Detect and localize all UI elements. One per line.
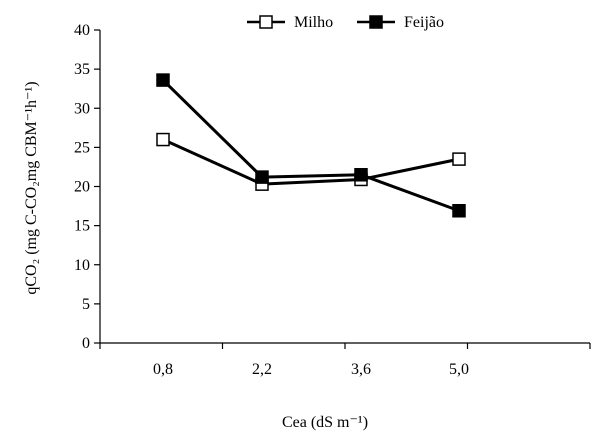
data-point-marker: [452, 204, 466, 218]
y-axis: 0 5 10 15 20 25 30 35 40: [74, 22, 101, 352]
legend: Milho Feijão: [247, 14, 444, 31]
data-point-marker: [255, 170, 269, 184]
x-axis-title: Cea (dS m⁻¹): [282, 414, 368, 431]
x-tick-label: 2,2: [252, 361, 272, 378]
legend-label-feijao: Feijão: [404, 14, 444, 31]
y-tick-label: 40: [74, 22, 90, 39]
y-tick-label: 30: [74, 100, 90, 117]
series-line: [162, 138, 460, 186]
y-tick-label: 20: [74, 179, 90, 196]
series-line: [161, 79, 460, 213]
y-tick-label: 10: [74, 257, 90, 274]
data-point-marker: [156, 73, 170, 87]
x-tick-label: 5,0: [449, 361, 469, 378]
legend-marker-feijao: [369, 15, 383, 29]
data-point-marker: [156, 132, 170, 147]
x-axis: 0,8 2,2 3,6 5,0: [99, 342, 591, 378]
y-tick-label: 5: [82, 296, 90, 313]
x-ticks: 0,8 2,2 3,6 5,0: [99, 343, 591, 378]
series-milho: [156, 132, 466, 191]
y-tick-label: 0: [82, 335, 90, 352]
series-feijao: [156, 73, 466, 218]
y-tick-label: 25: [74, 139, 90, 156]
legend-label-milho: Milho: [294, 14, 333, 31]
data-point-marker: [354, 168, 368, 182]
legend-marker-milho: [259, 15, 273, 29]
plot-series: [156, 73, 466, 218]
data-point-marker: [452, 152, 466, 166]
x-tick-label: 3,6: [351, 361, 371, 378]
y-axis-title: qCO₂ (mg C-CO₂mg CBM⁻¹h⁻¹): [23, 81, 40, 294]
legend-item-feijao: Feijão: [357, 14, 444, 31]
y-tick-label: 35: [74, 61, 90, 78]
y-tick-label: 15: [74, 218, 90, 235]
x-tick-label: 0,8: [153, 361, 173, 378]
y-ticks: 0 5 10 15 20 25 30 35 40: [74, 22, 100, 352]
legend-item-milho: Milho: [247, 14, 333, 31]
